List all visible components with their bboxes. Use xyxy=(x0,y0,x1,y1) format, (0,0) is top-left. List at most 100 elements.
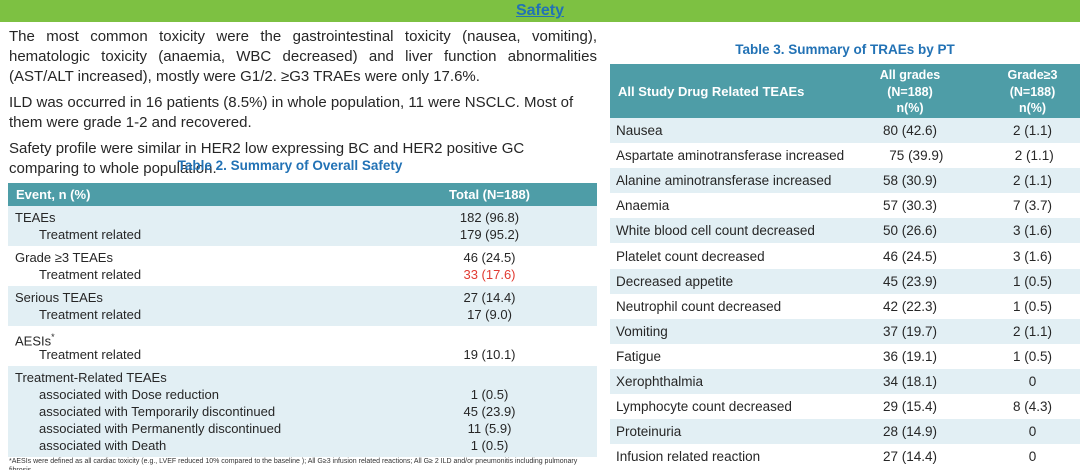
row-label: Vomiting xyxy=(616,323,668,339)
cell-value: 1 (0.5) xyxy=(470,387,509,402)
cell-grade3: 8 (4.3) xyxy=(1012,399,1053,415)
table-row-group: TEAEs 182 (96.8) Treatment related 179 (95.… xyxy=(8,206,597,246)
row-label: White blood cell count decreased xyxy=(616,223,815,239)
row-label: Treatment-Related TEAEs xyxy=(15,370,167,385)
table-row: Infusion related reaction 27 (14.4) 0 xyxy=(610,444,1080,469)
table-row: Serious TEAEs 27 (14.4) xyxy=(8,289,597,306)
row-label: Serious TEAEs xyxy=(15,290,103,305)
table-row-group: AESIs* Treatment related 19 (10.1) xyxy=(8,326,597,366)
cell-all-grades: 29 (15.4) xyxy=(882,399,938,415)
table-row: Proteinuria 28 (14.9) 0 xyxy=(610,419,1080,445)
cell-grade3: 2 (1.1) xyxy=(1012,323,1053,339)
traes-table: All Study Drug Related TEAEs All grades … xyxy=(610,64,1080,469)
row-label: Proteinuria xyxy=(616,424,682,440)
row-label: Treatment related xyxy=(39,307,142,322)
table-row: Grade ≥3 TEAEs 46 (24.5) xyxy=(8,249,597,266)
cell-grade3: 1 (0.5) xyxy=(1012,273,1053,289)
row-label: Neutrophil count decreased xyxy=(616,298,782,314)
row-label: AESIs* xyxy=(15,332,55,349)
column-header-grade3: Grade≥3 (N=188) n(%) xyxy=(1007,68,1058,115)
cell-all-grades: 42 (22.3) xyxy=(882,298,938,314)
table-row: Platelet count decreased 46 (24.5) 3 (1.6) xyxy=(610,243,1080,268)
row-label: Infusion related reaction xyxy=(616,449,761,465)
table-row: Xerophthalmia 34 (18.1) 0 xyxy=(610,368,1080,395)
cell-all-grades: 34 (18.1) xyxy=(882,373,938,389)
table-row: Treatment related 17 (9.0) xyxy=(8,306,597,323)
row-label: Xerophthalmia xyxy=(616,373,704,389)
aesi-footnote: *AESIs were defined as all cardiac toxic… xyxy=(9,458,578,470)
table2-caption: Table 2. Summary of Overall Safety xyxy=(177,158,403,173)
cell-value: 46 (24.5) xyxy=(463,250,516,265)
column-header-total: Total (N=188) xyxy=(448,187,531,202)
table-row: White blood cell count decreased 50 (26.6… xyxy=(610,218,1080,244)
traes-table-header: All Study Drug Related TEAEs All grades … xyxy=(610,64,1080,118)
cell-grade3: 3 (1.6) xyxy=(1012,223,1053,239)
cell-all-grades: 36 (19.1) xyxy=(882,348,938,364)
cell-value: 1 (0.5) xyxy=(470,438,509,453)
cell-all-grades: 58 (30.9) xyxy=(882,173,938,189)
traes-table-body: Nausea 80 (42.6) 2 (1.1) Aspartate aminotra… xyxy=(610,118,1080,469)
table-row: Nausea 80 (42.6) 2 (1.1) xyxy=(610,118,1080,144)
table-row: TEAEs 182 (96.8) xyxy=(8,209,597,226)
cell-grade3: 1 (0.5) xyxy=(1012,298,1053,314)
cell-value xyxy=(382,329,597,346)
table-row: Treatment related 33 (17.6) xyxy=(8,266,597,283)
row-label: Treatment related xyxy=(39,227,142,242)
overall-safety-table-header: Event, n (%) Total (N=188) xyxy=(8,183,597,206)
row-label: associated with Death xyxy=(39,438,167,453)
cell-value: 17 (9.0) xyxy=(467,307,512,322)
cell-value: 27 (14.4) xyxy=(463,290,516,305)
table-row: associated with Permanently discontinued… xyxy=(8,420,597,437)
overall-safety-table: Event, n (%) Total (N=188) TEAEs 182 (96.… xyxy=(8,183,597,457)
row-label: Grade ≥3 TEAEs xyxy=(15,250,113,265)
cell-grade3: 3 (1.6) xyxy=(1012,248,1053,264)
row-label: Lymphocyte count decreased xyxy=(616,399,792,415)
table-row: associated with Death 1 (0.5) xyxy=(8,437,597,454)
cell-value: 11 (5.9) xyxy=(467,421,512,436)
table-row: Vomiting 37 (19.7) 2 (1.1) xyxy=(610,318,1080,344)
table-row: associated with Temporarily discontinued… xyxy=(8,403,597,420)
row-label: TEAEs xyxy=(15,210,56,225)
cell-all-grades: 50 (26.6) xyxy=(882,223,938,239)
table-row: Neutrophil count decreased 42 (22.3) 1 (0.… xyxy=(610,294,1080,319)
row-label: Treatment related xyxy=(39,267,142,282)
cell-all-grades: 57 (30.3) xyxy=(882,198,938,214)
table-row: AESIs* xyxy=(8,329,597,349)
table-row: Aspartate aminotransferase increased 75 (… xyxy=(610,143,1080,168)
cell-value: 19 (10.1) xyxy=(463,347,516,362)
cell-grade3: 0 xyxy=(1028,373,1037,389)
paragraph-toxicity: The most common toxicity were the gastro… xyxy=(9,28,597,85)
cell-grade3: 2 (1.1) xyxy=(1012,173,1053,189)
table-row: Fatigue 36 (19.1) 1 (0.5) xyxy=(610,344,1080,369)
table-row: Anaemia 57 (30.3) 7 (3.7) xyxy=(610,193,1080,218)
cell-all-grades: 45 (23.9) xyxy=(882,273,938,289)
row-label: associated with Dose reduction xyxy=(39,387,219,402)
table3-caption: Table 3. Summary of TRAEs by PT xyxy=(735,42,955,57)
cell-value xyxy=(382,369,597,386)
table-row-group: Serious TEAEs 27 (14.4) Treatment related 1… xyxy=(8,286,597,326)
cell-all-grades: 80 (42.6) xyxy=(882,123,938,139)
summary-text: The most common toxicity were the gastro… xyxy=(9,27,597,185)
row-label: associated with Permanently discontinued xyxy=(39,421,282,436)
table-row: Treatment related 19 (10.1) xyxy=(8,346,597,363)
paragraph-profile: Safety profile were similar in HER2 low … xyxy=(9,140,525,177)
cell-grade3: 0 xyxy=(1028,449,1037,465)
column-header-event: Event, n (%) xyxy=(16,187,91,202)
row-label: Decreased appetite xyxy=(616,273,734,289)
table-row: associated with Dose reduction 1 (0.5) xyxy=(8,386,597,403)
page-title: Safety xyxy=(515,2,565,19)
header-bar: Safety xyxy=(0,0,1080,22)
cell-value: 33 (17.6) xyxy=(463,267,516,282)
cell-grade3: 1 (0.5) xyxy=(1012,348,1053,364)
table-row: Treatment related 179 (95.2) xyxy=(8,226,597,243)
row-label: Nausea xyxy=(616,123,663,139)
cell-grade3: 0 xyxy=(1028,424,1037,440)
table-row: Decreased appetite 45 (23.9) 1 (0.5) xyxy=(610,268,1080,294)
cell-value: 182 (96.8) xyxy=(459,210,520,225)
cell-value: 179 (95.2) xyxy=(459,227,520,242)
column-header-teaes: All Study Drug Related TEAEs xyxy=(618,83,805,99)
row-label: Alanine aminotransferase increased xyxy=(616,173,832,189)
table-row-group: Treatment-Related TEAEs associated with D… xyxy=(8,366,597,457)
row-label: Platelet count decreased xyxy=(616,248,765,264)
